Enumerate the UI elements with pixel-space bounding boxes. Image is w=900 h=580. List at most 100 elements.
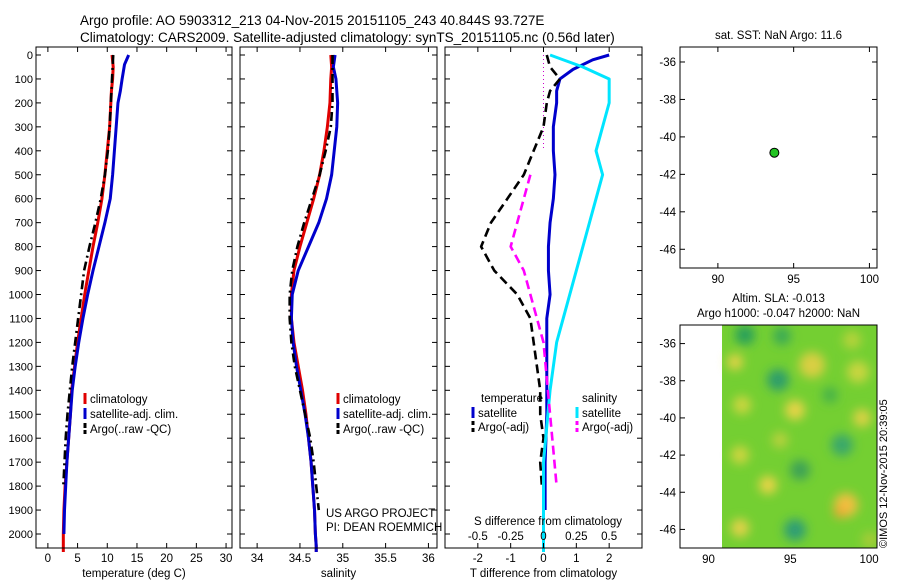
s-diff-tick-label: -0.25 (498, 531, 524, 543)
location-map-axes (679, 46, 878, 269)
diff-legend-item: satellite (582, 408, 621, 420)
map-lat-tick-label: -42 (659, 169, 676, 181)
salinity-series-2 (288, 55, 334, 511)
diff-legend-item: Argo(-adj) (582, 422, 633, 434)
depth-tick-label: 200 (15, 98, 33, 110)
depth-tick-label: 600 (15, 194, 33, 206)
figure-title-line1: Argo profile: AO 5903312_213 04-Nov-2015… (80, 13, 545, 28)
map-lat-tick-label: -46 (659, 244, 676, 256)
temperature-x-tick-label: 5 (74, 553, 80, 565)
salinity-x-tick-label: 34 (251, 553, 264, 565)
map-lat-tick-label: -36 (659, 57, 676, 69)
temperature-series-2 (62, 54, 115, 487)
difference-series-0 (543, 53, 610, 511)
depth-tick-label: 1400 (9, 385, 33, 397)
depth-tick-label: 1800 (9, 481, 33, 493)
sla-lon-tick-label: 100 (860, 554, 879, 566)
temperature-series-1 (62, 54, 131, 535)
temperature-x-tick-label: 15 (131, 553, 144, 565)
depth-tick-label: 300 (15, 122, 33, 134)
temperature-axes (35, 46, 233, 549)
map-lat-tick-label: -40 (659, 132, 676, 144)
depth-tick-label: 2000 (9, 529, 33, 541)
depth-tick-label: 1000 (9, 290, 33, 302)
s-diff-x-label: S difference from climatology (474, 516, 622, 528)
sla-lat-tick-label: -38 (659, 376, 676, 388)
salinity-series-1 (289, 54, 340, 552)
salinity-x-tick-label: 35.5 (374, 553, 396, 565)
depth-tick-label: 900 (15, 266, 33, 278)
depth-tick-label: 1300 (9, 361, 33, 373)
salinity-legend-item: Argo(..raw -QC) (343, 424, 424, 436)
pi-annotation: PI: DEAN ROEMMICH (326, 522, 442, 534)
temperature-x-tick-label: 0 (45, 553, 51, 565)
temperature-x-label: temperature (deg C) (82, 568, 186, 580)
s-diff-tick-label: 0.5 (601, 531, 617, 543)
t-diff-x-tick-label: -2 (473, 553, 483, 565)
depth-tick-label: 400 (15, 146, 33, 158)
depth-tick-label: 1500 (9, 409, 33, 421)
depth-tick-label: 100 (15, 74, 33, 86)
s-diff-tick-label: -0.5 (468, 531, 488, 543)
difference-series-3 (509, 174, 558, 487)
sla-lon-tick-label: 90 (702, 554, 715, 566)
sla-lat-tick-label: -46 (659, 524, 676, 536)
depth-tick-label: 1900 (9, 505, 33, 517)
map-lon-tick-label: 90 (711, 274, 724, 286)
s-diff-tick-label: 0.25 (565, 531, 587, 543)
depth-tick-label: 700 (15, 218, 33, 230)
diff-legend-item: Argo(-adj) (478, 422, 529, 434)
sla-lat-tick-label: -36 (659, 339, 676, 351)
diff-legend-title-salinity: salinity (582, 393, 617, 405)
salinity-x-tick-label: 35 (336, 553, 349, 565)
figure-title-line2: Climatology: CARS2009. Satellite-adjuste… (80, 30, 615, 45)
t-diff-x-tick-label: 1 (573, 553, 579, 565)
float-location-marker (769, 147, 780, 158)
project-annotation: US ARGO PROJECT (326, 508, 435, 520)
t-diff-x-tick-label: 2 (606, 553, 612, 565)
depth-tick-label: 1700 (9, 457, 33, 469)
depth-tick-label: 1100 (9, 313, 33, 325)
depth-tick-label: 1600 (9, 433, 33, 445)
map-lon-tick-label: 95 (787, 274, 800, 286)
map-title: sat. SST: NaN Argo: 11.6 (715, 30, 842, 42)
sla-lat-tick-label: -42 (659, 450, 676, 462)
map-lon-tick-label: 100 (860, 274, 879, 286)
sla-heatmap (722, 325, 877, 548)
t-diff-x-label: T difference from climatology (470, 568, 617, 580)
t-diff-x-tick-label: 0 (540, 553, 546, 565)
temperature-x-tick-label: 25 (190, 553, 203, 565)
temperature-x-tick-label: 30 (220, 553, 233, 565)
sla-lon-tick-label: 95 (784, 554, 797, 566)
map-lat-tick-label: -44 (659, 207, 676, 219)
depth-tick-label: 500 (15, 170, 33, 182)
temperature-x-tick-label: 10 (101, 553, 114, 565)
t-diff-x-tick-label: -1 (506, 553, 516, 565)
temperature-legend-item: Argo(..raw -QC) (90, 424, 171, 436)
temperature-x-tick-label: 20 (160, 553, 173, 565)
sla-title-line1: Altim. SLA: -0.013 (732, 293, 825, 305)
salinity-legend-item: satellite-adj. clim. (343, 409, 431, 421)
map-lat-tick-label: -38 (659, 94, 676, 106)
temperature-legend-item: satellite-adj. clim. (90, 409, 178, 421)
temperature-legend-item: climatology (90, 394, 148, 406)
salinity-axes (239, 46, 438, 549)
sla-lat-tick-label: -44 (659, 487, 676, 499)
salinity-legend-item: climatology (343, 394, 401, 406)
depth-tick-label: 1200 (9, 337, 33, 349)
sla-title-line2: Argo h1000: -0.047 h2000: NaN (697, 308, 860, 320)
diff-legend-title-temperature: temperature (481, 393, 543, 405)
salinity-x-tick-label: 34.5 (289, 553, 311, 565)
sla-lat-tick-label: -40 (659, 413, 676, 425)
difference-series-2 (542, 53, 611, 552)
diff-legend-item: satellite (478, 408, 517, 420)
timestamp-stamp: ©IMOS 12-Nov-2015 20:39:05 (878, 399, 890, 548)
s-diff-tick-label: 0 (540, 531, 546, 543)
depth-tick-label: 0 (27, 50, 33, 62)
salinity-x-label: salinity (321, 568, 356, 580)
sla-map-axes (679, 324, 878, 549)
depth-tick-label: 800 (15, 242, 33, 254)
temperature-series-0 (61, 54, 115, 552)
salinity-x-tick-label: 36 (422, 553, 435, 565)
